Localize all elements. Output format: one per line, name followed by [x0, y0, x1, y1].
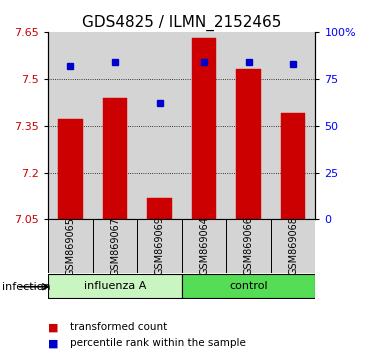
Text: GSM869068: GSM869068	[288, 217, 298, 275]
Bar	[226, 32, 271, 219]
Text: influenza A: influenza A	[84, 281, 146, 291]
Bar	[271, 219, 315, 273]
Title: GDS4825 / ILMN_2152465: GDS4825 / ILMN_2152465	[82, 14, 282, 30]
Bar	[48, 274, 182, 298]
Text: ■: ■	[48, 322, 59, 332]
Bar	[182, 274, 315, 298]
Bar	[48, 32, 93, 219]
Text: GSM869069: GSM869069	[155, 217, 164, 275]
Text: GSM869067: GSM869067	[110, 217, 120, 275]
Bar	[147, 198, 172, 219]
Bar	[103, 97, 127, 219]
Bar	[236, 69, 261, 219]
Bar	[93, 219, 137, 273]
Text: GSM869064: GSM869064	[199, 217, 209, 275]
Bar	[182, 219, 226, 273]
Bar	[182, 32, 226, 219]
Bar	[137, 219, 182, 273]
Bar	[226, 219, 271, 273]
Text: control: control	[229, 281, 268, 291]
Bar	[58, 119, 83, 219]
Text: percentile rank within the sample: percentile rank within the sample	[70, 338, 246, 348]
Bar	[93, 32, 137, 219]
Text: transformed count: transformed count	[70, 322, 168, 332]
Text: ■: ■	[48, 338, 59, 348]
Text: GSM869066: GSM869066	[244, 217, 253, 275]
Text: infection: infection	[2, 282, 50, 292]
Text: GSM869065: GSM869065	[66, 217, 75, 275]
Bar	[48, 219, 93, 273]
Bar	[137, 32, 182, 219]
Bar	[281, 113, 305, 219]
Bar	[192, 38, 216, 219]
Bar	[271, 32, 315, 219]
